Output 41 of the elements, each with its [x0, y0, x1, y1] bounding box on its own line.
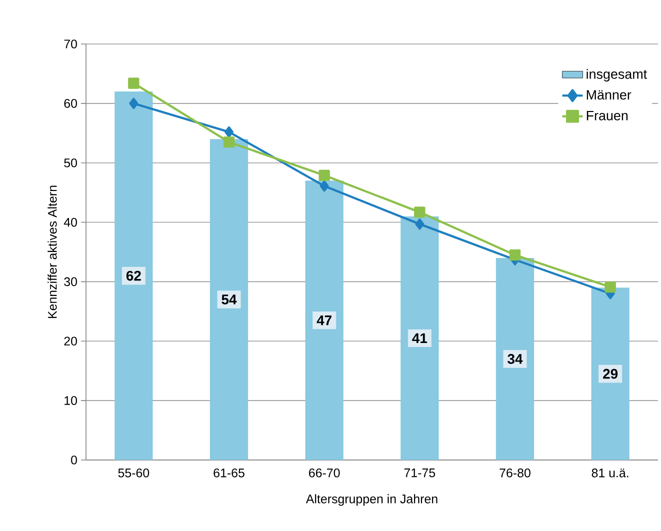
y-tick-label: 10	[64, 396, 77, 405]
bar	[496, 258, 534, 460]
point	[128, 78, 140, 89]
y-tick-label: 50	[64, 158, 77, 168]
point	[318, 170, 330, 181]
legend-label: Frauen	[586, 110, 628, 120]
y-tick-label: 20	[64, 336, 77, 346]
y-tick-label: 0	[71, 456, 77, 464]
point	[415, 218, 424, 230]
x-tick-label: 76-80	[500, 468, 530, 478]
y-tick-label: 60	[64, 99, 77, 108]
x-tick-label: 66-70	[309, 468, 340, 478]
bar	[114, 92, 153, 460]
point	[320, 180, 329, 192]
data-label: 29	[603, 368, 618, 379]
legend-label: Männer	[586, 90, 632, 100]
bar	[400, 216, 439, 460]
data-label: 34	[508, 354, 523, 364]
point	[509, 249, 521, 261]
point	[414, 206, 426, 218]
point	[223, 136, 235, 148]
x-tick-label: 81 u.ä.	[592, 468, 628, 478]
bar	[305, 180, 344, 460]
data-label: 62	[126, 270, 141, 281]
y-tick-label: 40	[64, 218, 77, 227]
legend-label: insgesamt	[586, 68, 647, 82]
data-label: 41	[412, 333, 428, 343]
bar	[210, 139, 248, 460]
x-tick-label: 71-75	[404, 468, 436, 478]
x-tick-label: 55-60	[118, 468, 150, 478]
point	[224, 126, 234, 138]
y-tick-label: 70	[64, 40, 77, 48]
y-tick-label: 30	[64, 277, 77, 286]
bar	[591, 288, 630, 460]
point	[604, 281, 616, 293]
y-axis-title: Kennziffer aktives Altern	[48, 186, 57, 318]
x-axis-title: Altersgruppen in Jahren	[306, 494, 438, 506]
x-tick-label: 61-65	[214, 468, 244, 478]
data-label: 54	[222, 294, 237, 304]
data-label: 47	[316, 316, 332, 326]
point	[129, 98, 138, 110]
